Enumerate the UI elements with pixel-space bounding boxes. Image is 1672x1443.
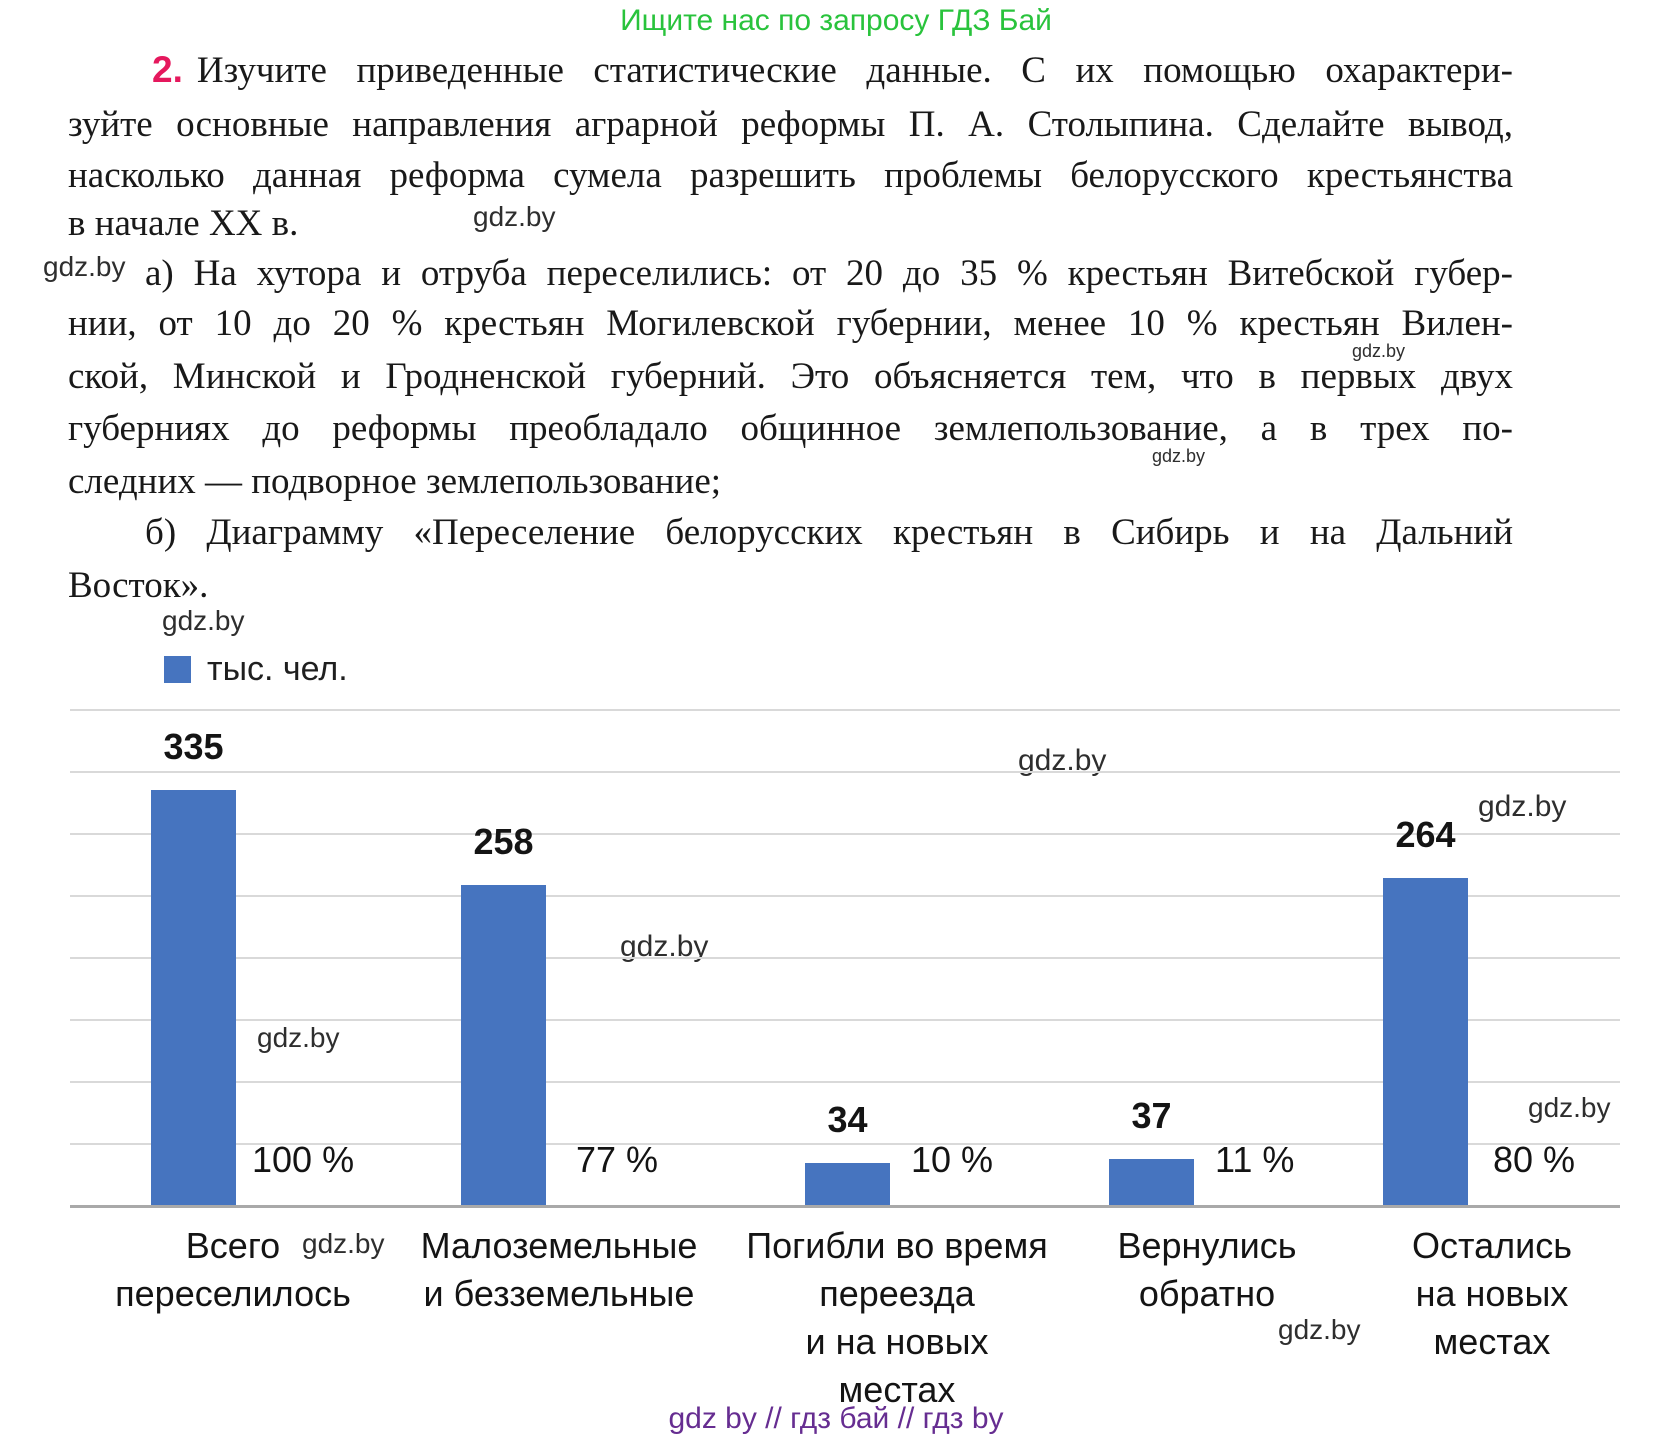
gdz-watermark: gdz.by [302,1228,385,1259]
bar-percent-label: 11 % [1215,1139,1295,1180]
gridline [70,833,1620,835]
gridline [70,1143,1620,1145]
gridline [70,895,1620,897]
task-number: 2. [152,49,183,90]
category-label: Малоземельные и безземельные [420,1225,698,1314]
chart-legend: тыс. чел. [164,650,348,689]
bar-percent-label: 80 % [1493,1139,1576,1180]
task-line: а) На хутора и отруба переселились: от 2… [145,253,1513,294]
bar-value-label: 258 [473,821,534,862]
bar-value-label: 264 [1395,814,1456,855]
gridline [70,1081,1620,1083]
bar-percent-label: 77 % [576,1139,659,1180]
task-line: ской, Минской и Гродненской губерний. Эт… [68,356,1513,397]
task-line: Восток». [68,565,209,606]
gdz-watermark: gdz.by [1528,1092,1611,1123]
category-label: Всего переселилось [115,1225,351,1314]
gridline [70,709,1620,711]
task-line: б) Диаграмму «Переселение белорусских кр… [145,512,1513,553]
task-line: в начале XX в. [68,203,299,244]
task-line: 2. Изучите приведенные статистические дан… [152,47,1513,94]
gdz-watermark: gdz.by [1278,1314,1361,1345]
gdz-watermark: gdz.by [257,1022,340,1053]
gdz-watermark: gdz.by [473,201,556,232]
gdz-watermark: gdz.by [1152,446,1206,466]
bar-4 [1383,878,1468,1205]
category-label: Вернулись обратно [1117,1225,1297,1314]
promo-header: Ищите нас по запросу ГДЗ Бай [620,4,1052,37]
gdz-watermark: gdz.by [1478,790,1567,823]
legend-color-swatch [164,656,191,683]
gdz-watermark: gdz.by [43,251,126,282]
legend-label: тыс. чел. [207,650,348,688]
bar-0 [151,790,236,1205]
gridline [70,957,1620,959]
task-line: губерниях до реформы преобладало общинно… [68,408,1513,449]
bar-1 [461,885,546,1205]
bar-3 [1109,1159,1194,1205]
category-label: Остались на новых местах [1412,1225,1572,1362]
gridline [70,771,1620,773]
gdz-watermark: gdz.by [162,605,245,636]
bar-2 [805,1163,890,1205]
gridline [70,1019,1620,1021]
task-line: следних — подворное землепользование; [68,461,722,502]
bar-value-label: 34 [827,1099,868,1140]
task-line: нии, от 10 до 20 % крестьян Могилевской … [68,303,1513,344]
task-line: насколько данная реформа сумела разрешит… [68,155,1513,196]
bar-percent-label: 10 % [911,1139,994,1180]
task-line: зуйте основные направления аграрной рефо… [68,104,1513,145]
gdz-watermark: gdz.by [1352,341,1406,361]
category-label: Погибли во время переезда и на новых мес… [746,1225,1048,1410]
chart-plot: 335 100 % 258 77 % 34 10 % 37 11 % 264 80 % [70,709,1620,1208]
bar-percent-label: 100 % [252,1139,355,1180]
footer-credits: gdz by // гдз бай // гдз by [668,1402,1004,1435]
bar-value-label: 335 [163,726,224,767]
bar-value-label: 37 [1131,1095,1172,1136]
task-line-text: Изучите приведенные статистические данны… [196,50,1513,91]
